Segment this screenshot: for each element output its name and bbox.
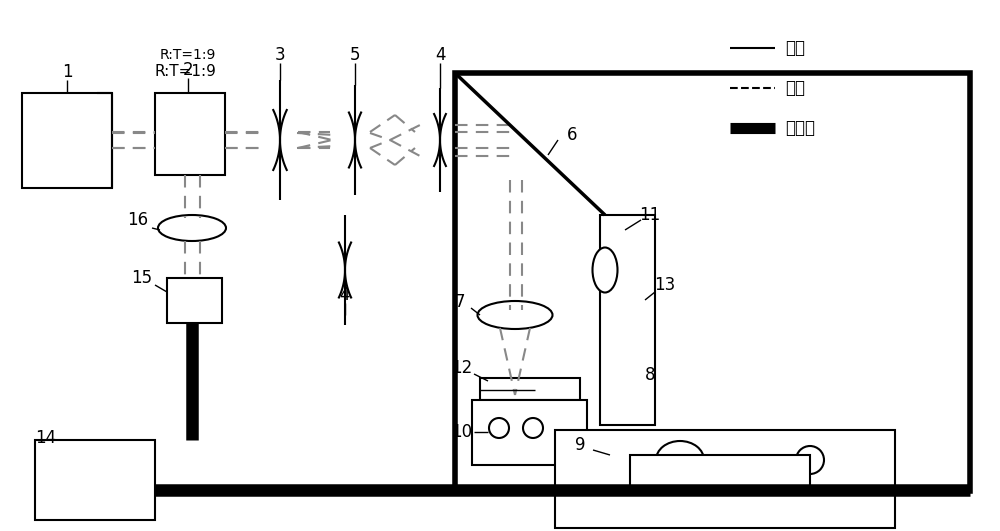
Text: 激光: 激光 <box>785 79 805 97</box>
Text: 元件: 元件 <box>785 39 805 57</box>
Text: 7: 7 <box>455 293 465 311</box>
Bar <box>600 215 655 425</box>
Bar <box>455 73 970 491</box>
Bar <box>22 93 112 188</box>
Text: 1: 1 <box>62 63 72 81</box>
Text: 3: 3 <box>275 46 285 64</box>
Text: 9: 9 <box>575 436 585 454</box>
Ellipse shape <box>592 247 618 293</box>
Circle shape <box>796 446 824 474</box>
Text: 2: 2 <box>183 61 193 79</box>
Text: R:T=1:9: R:T=1:9 <box>160 48 216 62</box>
Bar <box>167 278 222 323</box>
Ellipse shape <box>158 215 226 241</box>
Bar <box>155 93 225 175</box>
Bar <box>480 378 580 400</box>
Text: 12: 12 <box>451 359 473 377</box>
Circle shape <box>523 418 543 438</box>
Bar <box>555 430 895 488</box>
Circle shape <box>489 418 509 438</box>
Bar <box>505 134 555 185</box>
Text: 6: 6 <box>567 126 577 144</box>
Text: 11: 11 <box>639 206 661 224</box>
Text: 16: 16 <box>127 211 148 229</box>
Text: 15: 15 <box>131 269 152 287</box>
Text: 5: 5 <box>350 46 360 64</box>
Bar <box>472 400 587 465</box>
Bar <box>35 440 155 520</box>
Text: 8: 8 <box>645 366 655 384</box>
Text: 13: 13 <box>654 276 676 294</box>
Text: R:T=1:9: R:T=1:9 <box>154 64 216 80</box>
Bar <box>630 455 810 490</box>
Text: 4: 4 <box>340 286 350 304</box>
Text: 14: 14 <box>35 429 56 447</box>
Text: 10: 10 <box>451 423 473 441</box>
Text: 4: 4 <box>435 46 445 64</box>
Ellipse shape <box>478 301 552 329</box>
Text: 数据线: 数据线 <box>785 119 815 137</box>
Bar <box>555 488 895 528</box>
Ellipse shape <box>656 441 704 479</box>
